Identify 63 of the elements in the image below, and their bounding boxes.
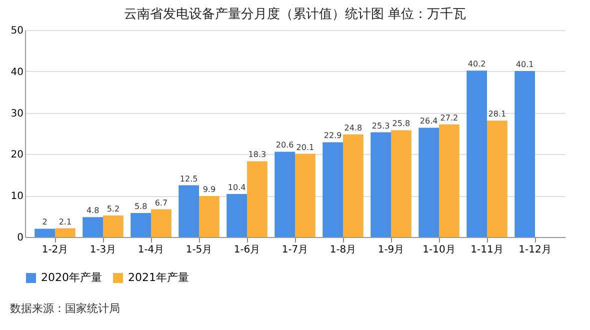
bar (514, 70, 535, 237)
bar (199, 196, 220, 237)
x-tick-label: 1-8月 (330, 244, 356, 256)
source-note: 数据来源：国家统计局 (10, 301, 121, 316)
x-tick-label: 1-4月 (138, 244, 164, 256)
bar (103, 215, 124, 237)
data-label: 25.8 (392, 119, 410, 128)
data-label: 20.1 (296, 142, 314, 152)
bar (151, 209, 172, 237)
data-label: 5.8 (134, 202, 148, 211)
y-tick-label: 20 (10, 150, 24, 161)
data-label: 9.9 (202, 185, 216, 194)
data-label: 28.1 (488, 110, 506, 119)
bar (466, 70, 487, 237)
data-label: 20.6 (276, 140, 294, 150)
bar (55, 228, 76, 237)
bar (439, 124, 460, 237)
data-label: 4.8 (86, 206, 100, 216)
data-label: 40.2 (468, 60, 486, 69)
bar (343, 134, 364, 237)
x-tick-label: 1-6月 (234, 244, 260, 256)
bar (274, 152, 295, 237)
data-label: 10.4 (228, 182, 246, 192)
data-label: 26.4 (420, 116, 438, 126)
bar (82, 217, 103, 237)
data-label: 18.3 (248, 150, 266, 160)
x-tick-label: 1-9月 (378, 244, 404, 256)
data-label: 2 (42, 218, 48, 227)
y-tick-label: 40 (10, 66, 24, 78)
bar (295, 154, 316, 237)
bar (322, 142, 343, 237)
bar (247, 161, 268, 237)
data-label: 12.5 (180, 174, 198, 184)
y-tick-label: 50 (10, 26, 24, 36)
bar (178, 185, 199, 237)
x-tick-label: 1-5月 (186, 244, 212, 256)
bar (487, 120, 508, 237)
x-tick-label: 1-11月 (470, 244, 504, 256)
x-tick-label: 1-7月 (282, 244, 308, 256)
data-label: 40.1 (516, 60, 534, 69)
bar (130, 212, 151, 237)
x-tick-label: 1-12月 (518, 244, 552, 256)
data-label: 22.9 (324, 131, 342, 140)
y-tick-label: 30 (10, 108, 24, 120)
x-tick-label: 1-3月 (90, 244, 116, 256)
legend-label: 2021年产量 (128, 271, 189, 284)
bar (418, 128, 439, 237)
data-label: 5.2 (106, 204, 120, 214)
bar (226, 194, 247, 237)
y-tick-label: 0 (17, 232, 24, 244)
y-tick-label: 10 (10, 191, 24, 202)
data-label: 27.2 (440, 113, 458, 122)
bar (391, 130, 412, 237)
data-label: 25.3 (372, 121, 390, 130)
data-label: 2.1 (58, 217, 72, 226)
x-tick-label: 1-10月 (422, 244, 456, 256)
data-label: 24.8 (344, 123, 362, 132)
bar (370, 132, 391, 237)
legend-label: 2020年产量 (41, 271, 102, 284)
x-tick-label: 1-2月 (42, 244, 68, 256)
data-label: 6.7 (154, 198, 168, 208)
bar (34, 228, 55, 237)
chart-title: 云南省发电设备产量分月度（累计值）统计图 单位：万千瓦 (124, 6, 466, 22)
